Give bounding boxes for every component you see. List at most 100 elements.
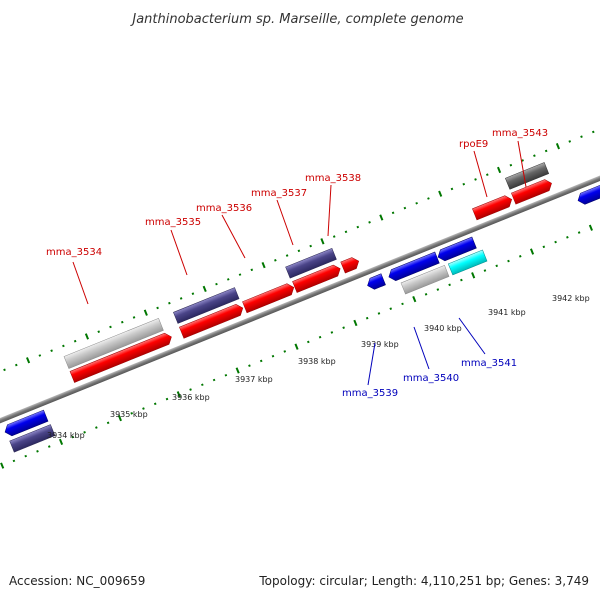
gene-mma-3535-hit[interactable]: [173, 287, 240, 324]
lower-scale-tick: [436, 288, 440, 291]
upper-scale-tick: [215, 282, 218, 286]
label-mma-3534[interactable]: mma_3534: [46, 247, 102, 258]
lower-scale-tick: [529, 248, 535, 255]
upper-scale-tick: [297, 249, 301, 253]
lower-scale-tick: [424, 293, 428, 296]
upper-scale-tick: [179, 297, 183, 300]
lower-scale-tick: [412, 295, 417, 303]
lower-scale-tick: [377, 312, 381, 315]
lower-scale-tick: [259, 359, 263, 363]
upper-scale-tick: [509, 163, 513, 167]
upper-scale-tick: [168, 301, 171, 305]
label-mma-3541[interactable]: mma_3541: [461, 358, 517, 369]
gene-mma-3539[interactable]: [365, 273, 386, 291]
label-mma-3536[interactable]: mma_3536: [196, 203, 252, 214]
lower-scale-tick: [271, 354, 275, 358]
lower-scale-tick: [294, 343, 299, 350]
lower-scale-tick: [483, 269, 487, 272]
upper-scale-tick: [368, 220, 371, 224]
upper-scale-tick: [415, 201, 418, 205]
upper-scale-tick: [580, 135, 583, 138]
lower-scale-tick: [24, 454, 28, 458]
scale-label-3940: 3940 kbp: [424, 324, 462, 333]
map-title: Janthinobacterium sp. Marseille, complet…: [129, 12, 463, 27]
upper-scale-tick: [143, 309, 148, 316]
upper-scale-tick: [250, 268, 254, 272]
leader-mma-3536: [221, 214, 246, 259]
scale-labels: 3934 kbp 3935 kbp 3936 kbp 3937 kbp 3938…: [47, 294, 590, 440]
gene-mma-3538[interactable]: [340, 256, 361, 274]
lower-scale-tick: [12, 459, 16, 463]
lower-scale-tick: [189, 388, 192, 391]
gene-mma-3537[interactable]: [292, 263, 343, 293]
leader-mma-3541: [458, 317, 486, 355]
upper-scale-tick: [97, 330, 101, 334]
lower-scale-tick: [365, 316, 369, 320]
label-mma-3535[interactable]: mma_3535: [145, 217, 201, 228]
lower-scale-tick: [389, 307, 393, 310]
label-leaders: [72, 140, 527, 386]
label-mma-3540[interactable]: mma_3540: [403, 373, 459, 384]
gene-mma-3536[interactable]: [242, 282, 296, 314]
gene-mma-3543[interactable]: [510, 178, 554, 205]
gene-left-blue[interactable]: [3, 409, 49, 438]
lower-scale-tick: [460, 278, 463, 282]
upper-scale-tick: [320, 238, 325, 245]
lower-scale-tick: [142, 407, 145, 410]
upper-scale-tick: [568, 140, 572, 143]
gene-mma-3540-hit[interactable]: [400, 265, 450, 295]
lower-scale-tick: [130, 411, 133, 415]
gene-mma-3535[interactable]: [179, 302, 245, 339]
upper-scale-tick: [26, 357, 31, 364]
upper-scale-tick: [356, 225, 360, 229]
genome-band: [0, 130, 600, 469]
lower-scale-tick: [471, 272, 476, 279]
gene-mma-3541-hit[interactable]: [447, 249, 488, 276]
upper-scale-tick: [533, 154, 536, 157]
upper-scale-tick: [191, 292, 195, 295]
lower-tick-row: [0, 224, 593, 469]
gene-mma-3534[interactable]: [69, 331, 174, 383]
lower-scale-tick: [235, 367, 240, 374]
upper-scale-tick: [555, 143, 561, 150]
upper-scale-tick: [379, 214, 384, 221]
gene-mma-3534-hit[interactable]: [63, 317, 164, 369]
lower-scale-tick: [212, 378, 216, 382]
gene-mma-3541[interactable]: [436, 236, 477, 263]
upper-scale-tick: [132, 316, 136, 319]
upper-scale-tick: [73, 339, 77, 343]
lower-scale-tick: [495, 264, 499, 268]
gene-mma-3543-hit[interactable]: [505, 162, 550, 190]
upper-scale-tick: [427, 197, 430, 200]
scale-label-3942: 3942 kbp: [552, 294, 590, 303]
label-mma-3538[interactable]: mma_3538: [305, 173, 361, 184]
leader-rpoE9: [473, 150, 488, 198]
gene-mma-3540[interactable]: [387, 251, 440, 283]
leader-mma-3535: [170, 229, 188, 276]
leader-mma-3534: [72, 261, 89, 305]
gene-mma-3537-hit[interactable]: [285, 247, 337, 279]
lower-scale-tick: [353, 319, 358, 327]
label-rpoE9[interactable]: rpoE9: [459, 139, 488, 150]
scale-label-3936: 3936 kbp: [172, 393, 210, 402]
label-mma-3539[interactable]: mma_3539: [342, 388, 398, 399]
reverse-strand: [3, 177, 600, 453]
gene-left-blue-hit[interactable]: [9, 424, 56, 453]
label-mma-3537[interactable]: mma_3537: [251, 188, 307, 199]
scale-label-3937: 3937 kbp: [235, 375, 273, 384]
upper-scale-tick: [202, 285, 207, 293]
lower-scale-tick: [507, 259, 510, 263]
scale-label-3941: 3941 kbp: [488, 308, 526, 317]
gene-rpoE9[interactable]: [472, 194, 514, 221]
leader-mma-3538: [327, 184, 332, 237]
lower-scale-tick: [318, 335, 322, 339]
lower-scale-tick: [71, 435, 75, 439]
upper-scale-tick: [450, 187, 454, 191]
genome-backbone: [0, 147, 600, 452]
forward-strand: [63, 162, 554, 383]
lower-scale-tick: [566, 235, 569, 239]
upper-scale-tick: [462, 182, 466, 186]
upper-scale-tick: [474, 178, 477, 181]
label-mma-3543[interactable]: mma_3543: [492, 128, 548, 139]
